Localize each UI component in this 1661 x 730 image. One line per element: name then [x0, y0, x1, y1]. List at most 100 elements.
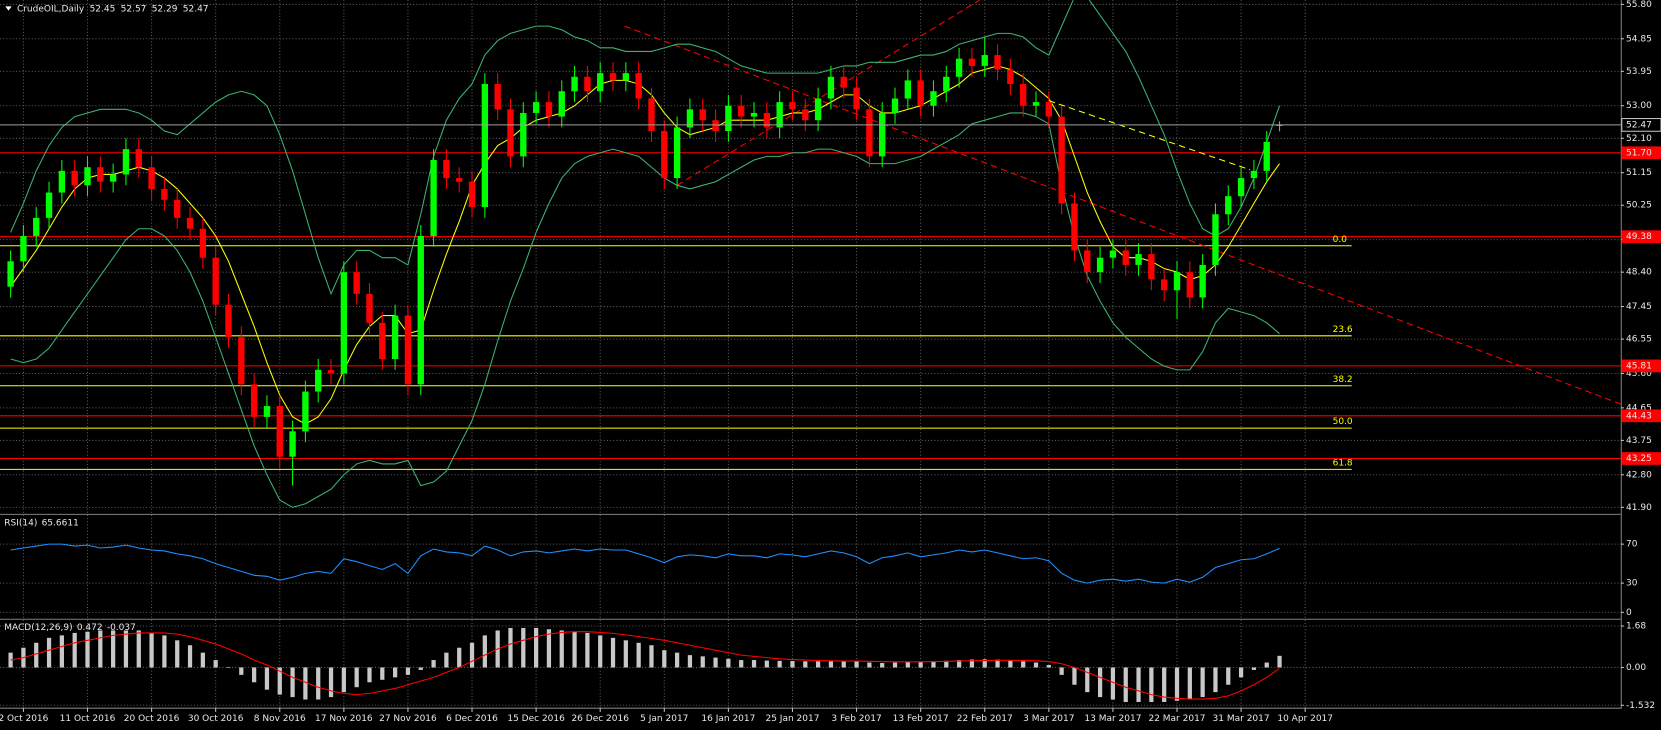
indicator-label: RSI(14) 65.6611 [4, 518, 79, 528]
x-tick-label: 30 Oct 2016 [188, 714, 244, 724]
candle-body [507, 109, 514, 157]
candle-body [609, 73, 617, 81]
macd-bar [572, 631, 577, 668]
macd-bar [1085, 667, 1090, 693]
x-tick-label: 15 Dec 2016 [507, 714, 565, 724]
macd-bar [46, 637, 52, 668]
menu-arrow[interactable] [5, 6, 12, 11]
macd-bar [777, 660, 782, 668]
x-tick-label: 20 Oct 2016 [124, 714, 180, 724]
candle-body [481, 84, 489, 208]
y-tick-label: 51.15 [1626, 168, 1652, 178]
y-tick-label: 52.10 [1626, 134, 1652, 144]
candle-body [955, 58, 963, 77]
fib-label: 0.0 [1333, 235, 1348, 245]
candle-body [1263, 141, 1270, 171]
x-tick-label: 17 Nov 2016 [315, 714, 373, 724]
macd-bar [418, 667, 423, 670]
candle-body [879, 112, 886, 157]
macd-bar [1187, 667, 1192, 700]
macd-bar [764, 660, 769, 668]
macd-bar [239, 667, 244, 675]
macd-bar [341, 667, 346, 693]
y-tick-label: 1.68 [1626, 622, 1646, 632]
macd-bar [98, 630, 103, 668]
macd-bar [751, 660, 757, 668]
macd-bar [1136, 667, 1141, 703]
candle-body [1032, 102, 1040, 106]
ohlc-value: 52.47 [183, 4, 209, 14]
candle-body [456, 178, 463, 182]
indicator-value: 65.6611 [42, 518, 79, 528]
candle-body [917, 80, 924, 106]
macd-bar [457, 647, 462, 668]
level-tag-label: 51.70 [1626, 148, 1652, 158]
level-tag-label: 45.81 [1626, 361, 1652, 371]
macd-bar [1213, 667, 1218, 693]
fib-label: 61.8 [1333, 458, 1353, 468]
candle-body [1135, 254, 1142, 265]
macd-bar [59, 635, 64, 668]
candle-body [673, 127, 681, 179]
macd-bar [1097, 667, 1103, 698]
candle-body [84, 167, 91, 186]
macd-bar [649, 645, 654, 668]
y-tick-label: 70 [1626, 540, 1638, 550]
current-price-tag [1621, 118, 1661, 132]
candle-body [1199, 264, 1206, 298]
candle-body [71, 170, 78, 186]
x-tick-label: 6 Dec 2016 [446, 714, 498, 724]
y-tick-label: -1.532 [1626, 701, 1655, 711]
candle-body [827, 76, 835, 99]
x-tick-label: 26 Dec 2016 [571, 714, 629, 724]
macd-bar [892, 662, 898, 668]
candle-body [930, 91, 937, 106]
candle-body [58, 170, 66, 193]
macd-bar [815, 661, 821, 668]
x-tick-label: 3 Mar 2017 [1023, 714, 1074, 724]
candle-body [20, 235, 27, 262]
candle-body [1109, 250, 1117, 258]
macd-bar [944, 660, 949, 668]
macd-bar [1226, 667, 1231, 685]
level-tag [1621, 146, 1661, 160]
candle-body [661, 131, 668, 179]
candle-body [263, 406, 271, 417]
macd-bar [380, 667, 385, 680]
candle-body [1148, 254, 1155, 280]
candle-body [494, 84, 501, 110]
macd-bar [264, 667, 270, 690]
candle-body [276, 406, 283, 457]
candle-body [802, 109, 809, 121]
x-tick-label: 27 Nov 2016 [379, 714, 437, 724]
x-tick-label: 10 Apr 2017 [1277, 714, 1333, 724]
candle-body [840, 76, 847, 88]
ohlc-value: 52.57 [121, 4, 147, 14]
macd-bar [931, 661, 936, 668]
macd-bar [687, 655, 693, 668]
candle-body [1084, 250, 1091, 273]
level-tag [1621, 452, 1661, 465]
macd-bar [469, 642, 475, 668]
candle-body [174, 199, 181, 218]
candle-body [904, 80, 912, 99]
macd-bar [636, 642, 641, 668]
macd-bar [713, 657, 718, 668]
macd-bar [393, 667, 398, 678]
candle-body [404, 315, 412, 385]
x-tick-label: 22 Mar 2017 [1148, 714, 1205, 724]
candle-body [315, 369, 322, 392]
x-tick-label: 16 Jan 2017 [701, 714, 755, 724]
macd-bar [790, 661, 795, 668]
level-tag-label: 43.25 [1626, 454, 1652, 464]
candle-body [379, 322, 386, 359]
candle-body [1173, 272, 1181, 291]
candle-body [430, 159, 437, 236]
candle-body [520, 112, 527, 157]
macd-bar [1149, 667, 1154, 703]
indicator-value: 0.472 [77, 623, 103, 633]
candle-body [866, 109, 873, 157]
macd-bar [803, 661, 808, 668]
candle-body [353, 272, 360, 294]
